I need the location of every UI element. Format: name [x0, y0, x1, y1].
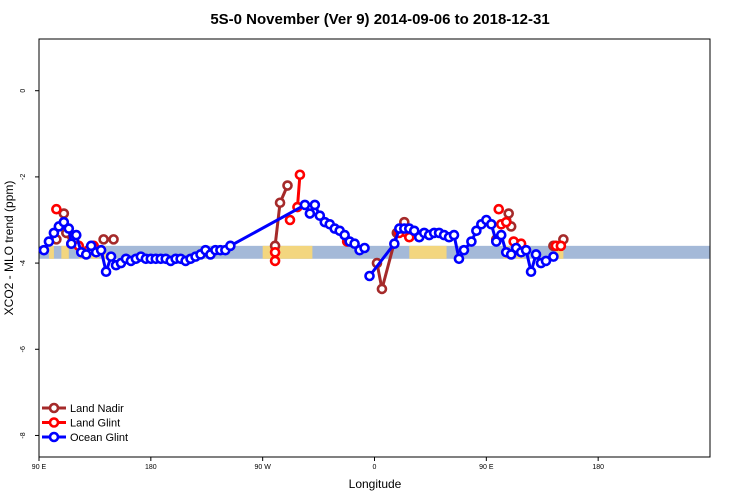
y-tick-label: 0 [20, 89, 27, 93]
data-point [80, 249, 92, 260]
legend-marker [48, 431, 60, 443]
data-point [294, 169, 306, 181]
data-point [389, 238, 400, 249]
series-line-segment [295, 174, 302, 208]
data-point [100, 266, 112, 278]
y-tick-label: -8 [20, 432, 27, 438]
data-point [505, 249, 517, 260]
data-point [48, 227, 60, 239]
data-point [43, 236, 55, 247]
data-point [274, 197, 286, 209]
data-point [525, 266, 537, 278]
series-ocean-glint [38, 199, 559, 282]
legend-label: Ocean Glint [70, 432, 128, 444]
land-patch [48, 245, 54, 259]
data-point [282, 180, 293, 191]
x-tick-label: 180 [145, 464, 157, 471]
data-point [376, 283, 388, 295]
data-point [58, 216, 70, 228]
data-point [51, 203, 62, 215]
y-tick-label: -2 [20, 174, 27, 180]
data-point [500, 216, 512, 228]
data-point [349, 238, 360, 249]
data-point [408, 225, 420, 237]
y-tick-label: -6 [20, 346, 27, 352]
data-point [304, 208, 316, 219]
data-point [339, 229, 350, 241]
data-point [359, 242, 370, 254]
data-point [453, 253, 465, 265]
data-point [105, 251, 117, 262]
data-point [555, 240, 567, 252]
legend-marker [48, 402, 60, 414]
data-point [471, 225, 482, 237]
data-point [269, 247, 281, 258]
y-axis-title: XCO2 - MLO trend (ppm) [2, 181, 16, 316]
data-point [503, 208, 515, 219]
data-point [309, 199, 321, 211]
data-point [95, 244, 107, 256]
y-tick-label: -4 [20, 260, 27, 266]
legend-label: Land Nadir [70, 403, 124, 415]
data-point [493, 203, 505, 215]
x-tick-label: 90 E [32, 464, 47, 471]
land-patch [555, 245, 564, 259]
data-point [466, 236, 477, 247]
data-point [458, 244, 470, 256]
series-line-segment [229, 203, 306, 248]
data-point [495, 229, 507, 241]
x-tick-label: 90 E [479, 464, 494, 471]
data-point [63, 223, 75, 234]
data-point [314, 210, 326, 221]
data-point [269, 255, 281, 267]
series-land-nadir [51, 180, 569, 295]
data-point [85, 240, 97, 252]
data-point [108, 234, 119, 245]
data-point [364, 270, 375, 282]
data-point [548, 251, 559, 262]
data-point [299, 199, 311, 211]
series-line-segment [273, 202, 282, 247]
series-line-segment [368, 242, 396, 277]
data-point [70, 229, 82, 241]
series-layer [38, 169, 569, 295]
legend-label: Land Glint [70, 418, 120, 430]
data-point [448, 229, 460, 241]
data-point [225, 240, 236, 252]
x-axis-title: Longitude [349, 477, 402, 491]
land-patch [61, 245, 69, 259]
data-point [486, 218, 497, 230]
x-tick-label: 90 W [254, 464, 271, 471]
x-tick-label: 0 [373, 464, 377, 471]
data-point [38, 244, 50, 256]
data-point [530, 249, 542, 260]
legend-marker [48, 417, 60, 428]
data-point [540, 255, 552, 267]
data-point [520, 244, 532, 256]
legend: Land Nadir Land Glint Ocean Glint [42, 402, 128, 444]
land-patch [409, 245, 447, 259]
data-point [490, 236, 502, 247]
data-point [66, 238, 77, 249]
data-point [98, 234, 109, 245]
x-axis: 90 E 180 90 W 0 90 E 180 [32, 457, 604, 471]
chart-title: 5S-0 November (Ver 9) 2014-09-06 to 2018… [210, 11, 549, 28]
x-tick-label: 180 [592, 464, 604, 471]
data-point [284, 214, 296, 226]
y-axis: 0 -2 -4 -6 -8 [20, 89, 39, 439]
